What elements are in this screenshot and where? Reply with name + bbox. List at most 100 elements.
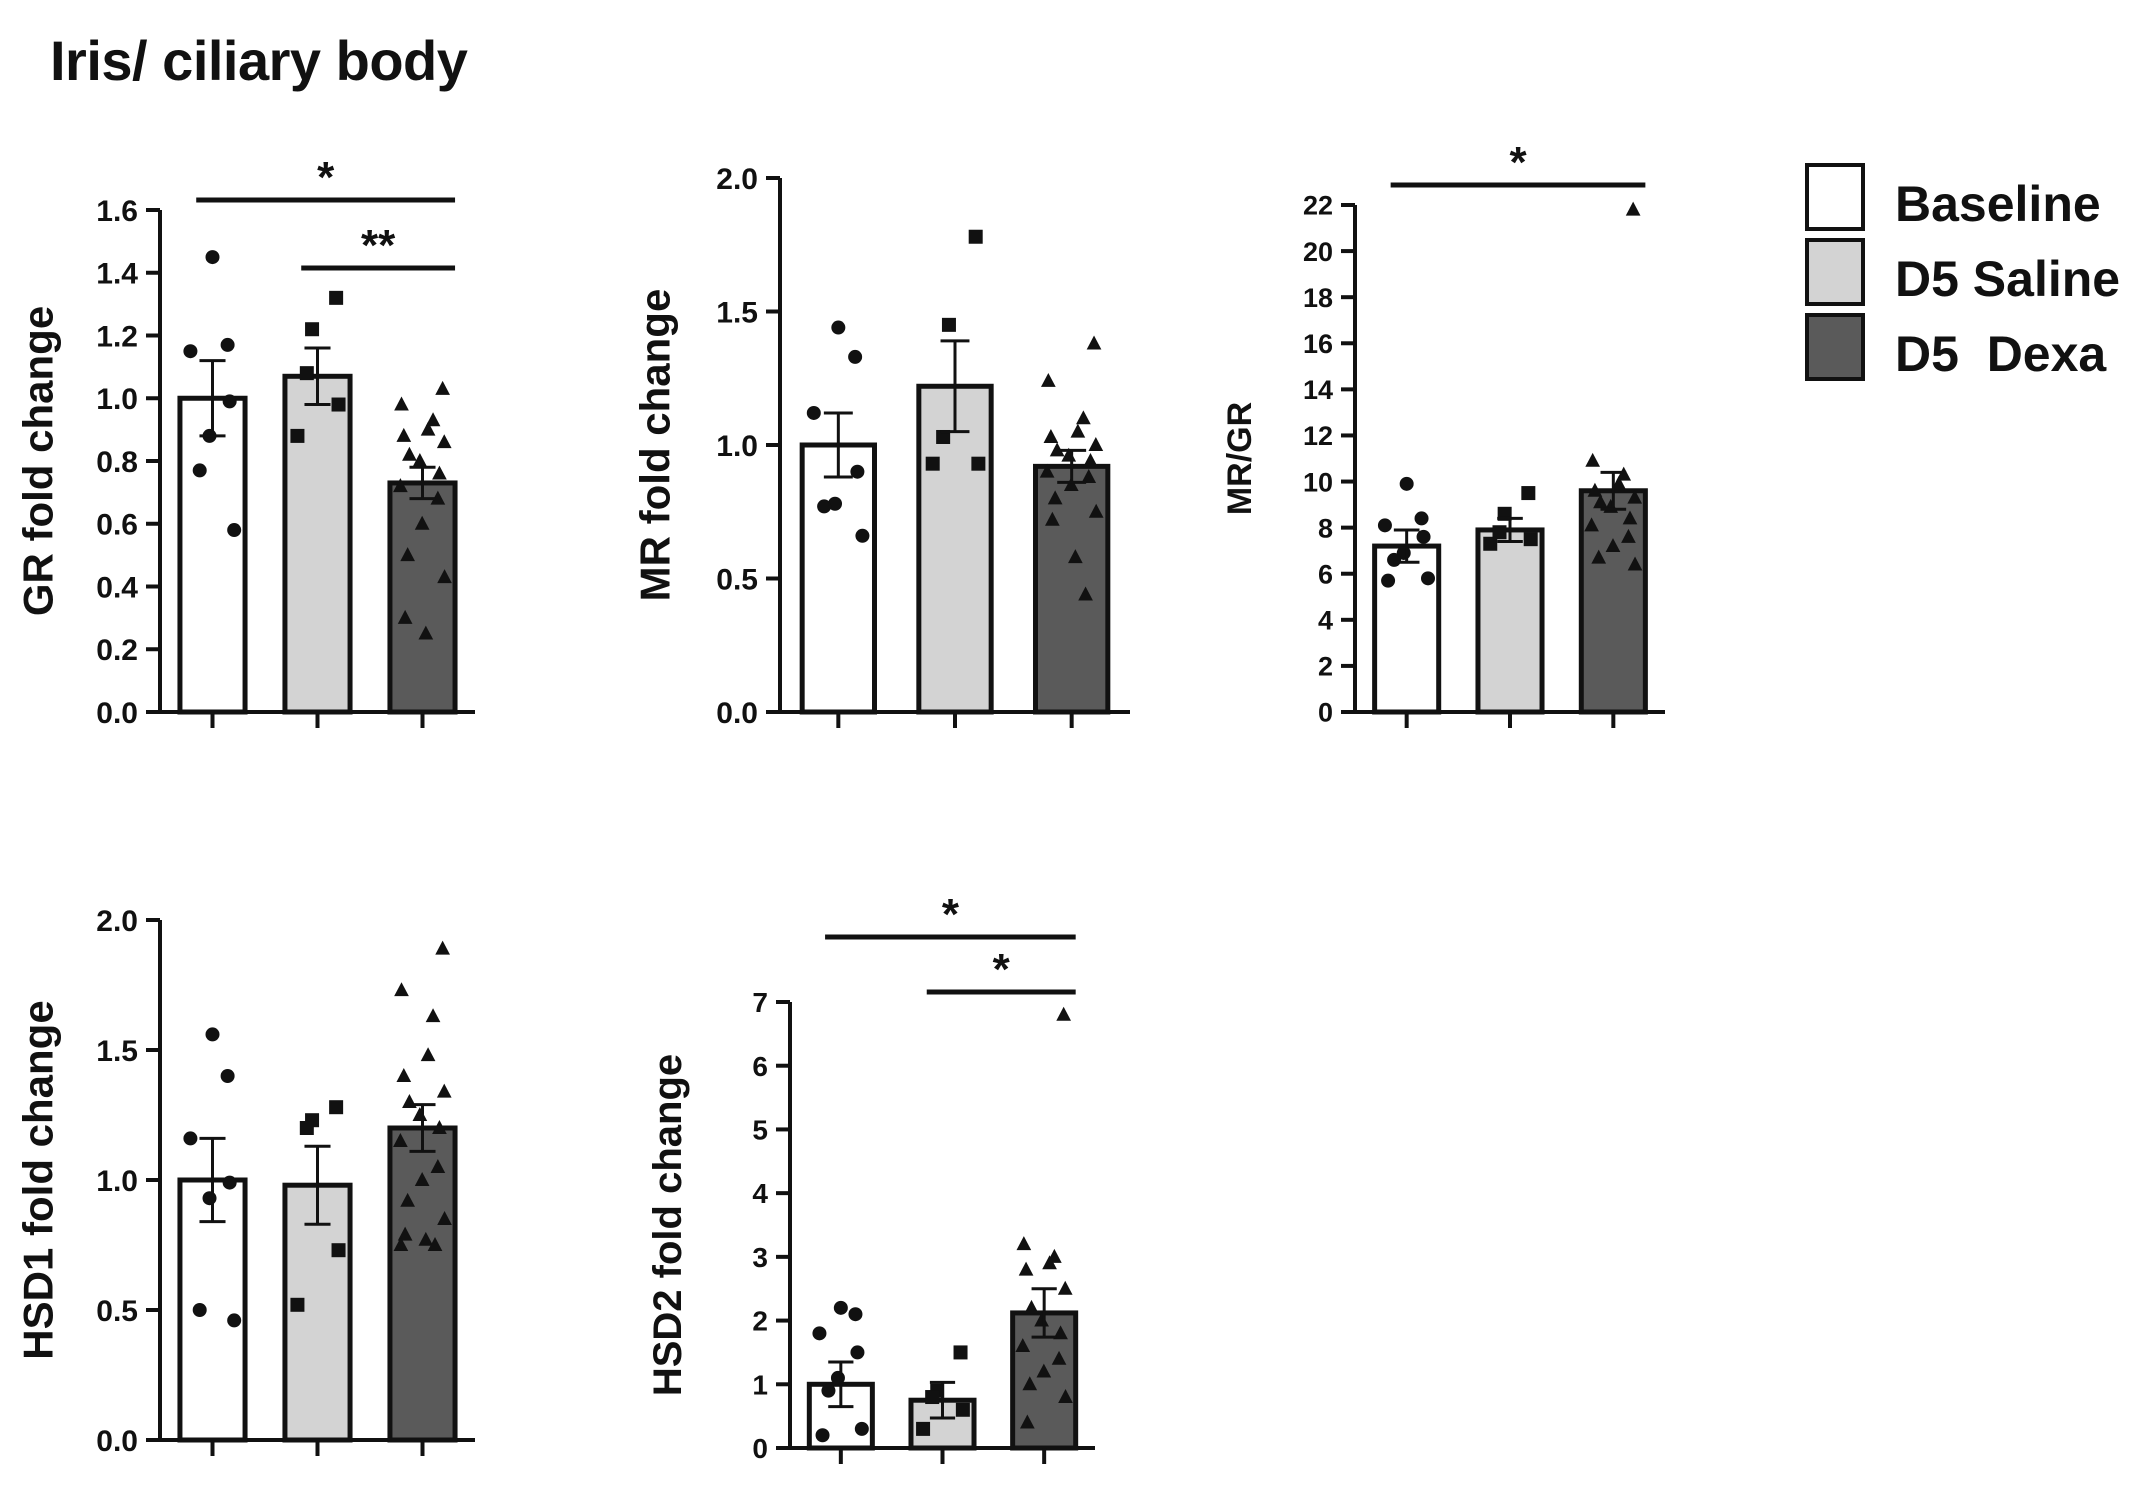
y-tick-label: 1.0 (96, 383, 138, 416)
y-tick-label: 10 (1303, 467, 1333, 497)
data-point (299, 1121, 314, 1135)
data-point (400, 1192, 415, 1207)
y-tick-label: 12 (1303, 421, 1333, 451)
data-point (393, 478, 408, 493)
data-point (397, 1226, 413, 1241)
data-point (1627, 489, 1643, 504)
data-point (806, 405, 821, 420)
data-point (299, 366, 314, 381)
legend-label-d5-saline: D5 Saline (1895, 251, 2121, 307)
data-point (971, 456, 986, 471)
data-point (437, 1211, 452, 1225)
data-point (1421, 571, 1436, 586)
y-tick-label: 0.0 (96, 697, 138, 730)
data-point (925, 456, 940, 471)
data-point (1051, 1350, 1067, 1365)
y-tick-label: 1.0 (716, 430, 758, 463)
data-point (815, 1428, 830, 1443)
data-point (1047, 490, 1063, 505)
data-point (430, 1159, 446, 1173)
y-tick-label: 0 (752, 1433, 768, 1464)
data-point (418, 625, 434, 640)
data-point (1053, 1325, 1068, 1340)
data-point (1088, 503, 1104, 518)
y-tick-label: 1.6 (96, 195, 138, 228)
data-point (290, 428, 305, 443)
data-point (430, 490, 446, 505)
data-point (1605, 538, 1621, 553)
data-point (1377, 518, 1392, 533)
data-point (427, 1237, 443, 1251)
data-point (1591, 549, 1607, 564)
data-point (227, 1313, 242, 1328)
y-tick-label: 0.2 (96, 634, 138, 667)
bar-d5-saline (916, 383, 994, 715)
bar-baseline (1372, 543, 1442, 715)
data-point (437, 569, 452, 584)
y-axis-label: GR fold change (15, 306, 62, 616)
y-tick-label: 7 (752, 987, 768, 1018)
y-tick-label: 6 (1318, 559, 1333, 589)
data-point (432, 465, 447, 480)
data-point (414, 515, 430, 530)
data-point (192, 463, 207, 478)
figure-title: Iris/ ciliary body (50, 29, 468, 92)
data-point (183, 344, 198, 359)
y-axis-label: MR/GR (1221, 402, 1259, 515)
y-tick-label: 4 (752, 1178, 768, 1209)
significance-label: * (993, 945, 1011, 994)
data-point (1042, 1255, 1057, 1270)
data-point (397, 609, 413, 624)
bar-baseline (177, 1177, 248, 1443)
data-point (412, 453, 428, 467)
y-axis-label: HSD2 fold change (646, 1054, 690, 1396)
y-tick-label: 5 (752, 1115, 768, 1146)
data-point (393, 1237, 409, 1251)
data-point (435, 380, 450, 395)
data-point (812, 1326, 827, 1341)
data-point (425, 1008, 441, 1023)
y-axis-label: MR fold change (632, 289, 679, 602)
data-point (955, 1402, 970, 1417)
data-point (1063, 477, 1079, 492)
data-point (1584, 517, 1599, 532)
y-tick-label: 4 (1318, 606, 1333, 636)
y-tick-label: 22 (1303, 191, 1333, 221)
y-tick-label: 0 (1318, 698, 1333, 728)
data-point (1083, 453, 1098, 468)
y-tick-label: 8 (1318, 513, 1333, 543)
data-point (916, 1421, 931, 1436)
data-point (1621, 528, 1636, 543)
data-point (220, 1069, 235, 1083)
y-tick-label: 0.0 (96, 1425, 138, 1458)
chart-mr: 0.0 0.5 1.0 1.5 2.0 MR fold change (632, 163, 1130, 730)
data-point (855, 528, 870, 543)
data-point (848, 1307, 863, 1322)
data-point (425, 412, 441, 427)
data-point (222, 1175, 237, 1190)
data-point (1381, 573, 1396, 588)
y-tick-label: 0.6 (96, 509, 138, 542)
data-point (1015, 1338, 1031, 1353)
data-point (329, 290, 344, 305)
data-point (1627, 556, 1643, 571)
data-point (436, 434, 452, 449)
y-tick-label: 0.5 (716, 563, 758, 596)
chart-mrgr: 0 2 4 6 8 10 12 14 16 18 20 22 MR/GR * (1221, 138, 1665, 728)
y-tick-label: 6 (752, 1051, 768, 1082)
data-point (1088, 437, 1104, 451)
data-point (412, 1107, 428, 1121)
data-point (418, 1231, 434, 1246)
y-tick-label: 20 (1303, 237, 1333, 267)
data-point (396, 1068, 412, 1082)
data-point (830, 1370, 845, 1385)
y-tick-label: 16 (1303, 329, 1333, 359)
y-tick-label: 18 (1303, 283, 1333, 313)
data-point (1416, 529, 1431, 544)
y-tick-label: 0.5 (96, 1295, 138, 1328)
data-point (968, 229, 983, 244)
data-point (1019, 1414, 1035, 1429)
data-point (222, 394, 237, 409)
data-point (202, 1191, 217, 1206)
data-point (394, 396, 409, 411)
